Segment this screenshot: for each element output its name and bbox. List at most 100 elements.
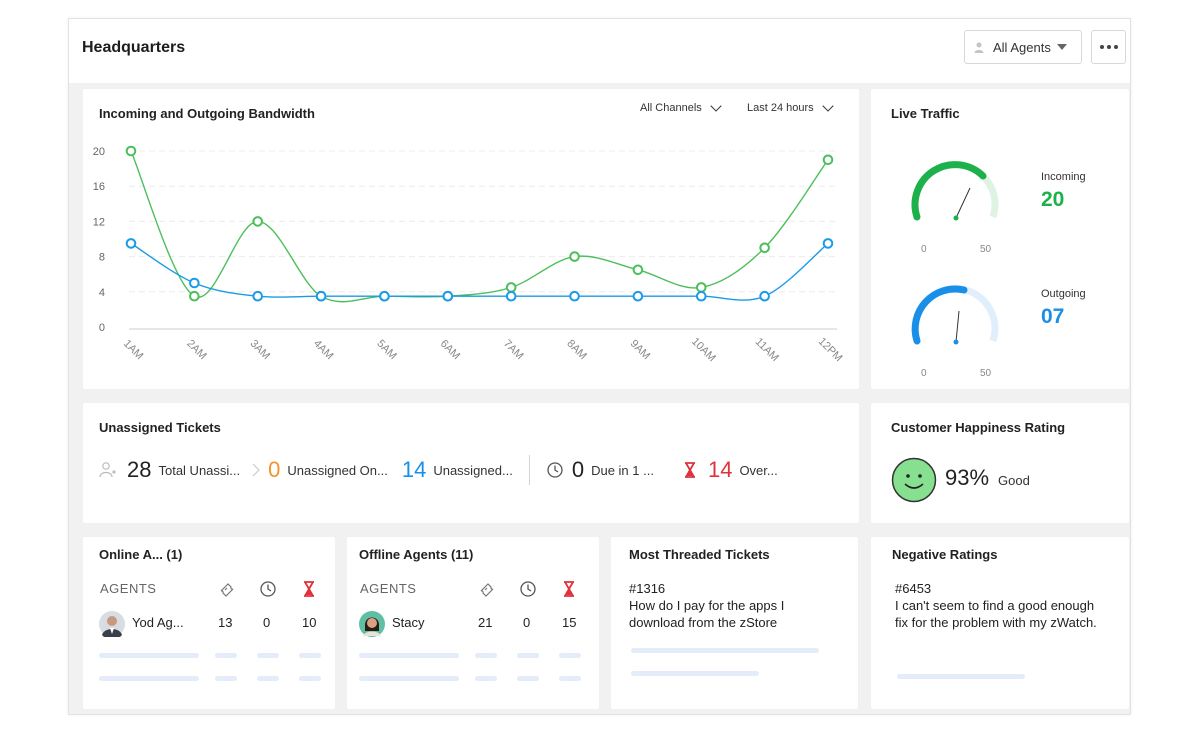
total-unassigned-stat[interactable]: 28 Total Unassi...: [127, 457, 240, 483]
agents-column-header: AGENTS: [99, 580, 321, 598]
data-point: [252, 290, 264, 302]
header-bar: Headquarters All Agents: [69, 19, 1130, 83]
agents-filter-dropdown[interactable]: All Agents: [964, 30, 1082, 64]
agent-time-count: 0: [263, 615, 271, 630]
data-point: [632, 264, 644, 276]
dot-icon: [1113, 45, 1118, 49]
y-tick-label: 8: [99, 252, 105, 264]
x-tick-label: 6AM: [438, 338, 462, 362]
offline-agents-card: Offline Agents (11) AGENTS: [347, 537, 599, 709]
incoming-gauge-fill: [911, 161, 987, 221]
loading-placeholder: [215, 676, 237, 681]
data-point: [189, 290, 200, 302]
x-tick-label: 8AM: [564, 338, 588, 362]
stats-divider: [528, 455, 530, 485]
ticket-id[interactable]: #1316: [629, 581, 666, 596]
most-threaded-card: Most Threaded Tickets #1316 How do I pay…: [611, 537, 858, 709]
y-tick-label: 16: [93, 181, 105, 193]
negative-ratings-card: Negative Ratings #6453 I can't seem to f…: [871, 537, 1129, 709]
bandwidth-card: Incoming and Outgoing Bandwidth All Chan…: [83, 89, 859, 389]
outgoing-value: 07: [1041, 305, 1065, 328]
data-point: [632, 290, 644, 302]
ticket-icon: [220, 583, 234, 597]
loading-placeholder: [897, 674, 1025, 679]
happiness-percent: 93%: [945, 465, 990, 490]
overdue-stat[interactable]: 14 Over...: [708, 457, 778, 483]
person-icon: [974, 42, 984, 53]
loading-placeholder: [215, 653, 237, 658]
most-threaded-title: Most Threaded Tickets: [629, 547, 770, 562]
incoming-max: 50: [980, 244, 992, 255]
channels-filter[interactable]: All Channels: [640, 100, 722, 114]
due-soon-stat[interactable]: 0 Due in 1 ...: [572, 457, 654, 483]
loading-placeholder: [631, 671, 759, 676]
x-tick-label: 7AM: [501, 338, 525, 362]
stat-value: 28: [127, 457, 152, 482]
dot-icon: [1099, 45, 1104, 49]
y-tick-label: 0: [99, 322, 105, 334]
live-traffic-title: Live Traffic: [891, 106, 960, 121]
unassigned-offline-stat[interactable]: 14 Unassigned...: [402, 457, 513, 483]
loading-placeholder: [99, 653, 199, 658]
agent-time-count: 0: [523, 615, 531, 630]
outgoing-max: 50: [980, 368, 992, 379]
incoming-label: Incoming: [1041, 171, 1086, 183]
clock-icon: [260, 581, 276, 597]
agent-ticket-count: 21: [478, 615, 493, 630]
hourglass-icon: [684, 462, 695, 478]
time-filter[interactable]: Last 24 hours: [747, 100, 834, 114]
x-tick-label: 5AM: [374, 338, 398, 362]
outgoing-gauge-fill: [911, 285, 968, 345]
data-point: [759, 290, 770, 302]
unassigned-tickets-card: Unassigned Tickets 28 Total Unassi... 0 …: [83, 403, 859, 523]
data-point: [189, 277, 200, 289]
dot-icon: [1106, 45, 1111, 49]
happiness-title: Customer Happiness Rating: [891, 420, 1066, 435]
stat-value: 0: [268, 457, 281, 482]
stat-label: Total Unassi...: [158, 462, 241, 478]
loading-placeholder: [559, 653, 581, 658]
avatar: [359, 611, 385, 637]
incoming-min: 0: [921, 244, 927, 255]
loading-placeholder: [257, 653, 279, 658]
data-point: [442, 290, 454, 302]
data-point: [759, 242, 770, 254]
agents-filter-label: All Agents: [993, 39, 1051, 55]
agent-row[interactable]: Yod Ag... 13 0 10: [99, 611, 321, 637]
ticket-subject[interactable]: How do I pay for the apps I download fro…: [629, 598, 785, 630]
dashboard-frame: Headquarters All Agents Incoming and Out…: [68, 18, 1131, 715]
x-tick-label: 11AM: [753, 336, 781, 364]
hourglass-icon: [304, 581, 314, 597]
time-filter-label: Last 24 hours: [747, 102, 814, 114]
data-point: [569, 290, 580, 302]
agents-column-header: AGENTS: [359, 580, 581, 598]
clock-icon: [520, 581, 536, 597]
loading-placeholder: [359, 653, 459, 658]
bandwidth-title: Incoming and Outgoing Bandwidth: [99, 106, 315, 121]
outgoing-label: Outgoing: [1041, 288, 1086, 300]
data-point: [569, 251, 580, 262]
stat-label: Over...: [739, 462, 778, 478]
online-agents-card: Online A... (1) AGENTS Yod: [83, 537, 335, 709]
agent-row[interactable]: Stacy 21 0 15: [359, 611, 581, 637]
stat-value: 14: [707, 457, 733, 482]
y-tick-label: 4: [99, 287, 105, 299]
more-options-button[interactable]: [1091, 30, 1126, 64]
channels-filter-label: All Channels: [640, 102, 702, 114]
loading-placeholder: [359, 676, 459, 681]
ticket-id[interactable]: #6453: [895, 581, 932, 596]
data-point: [315, 290, 327, 302]
agent-name: Yod Ag...: [132, 615, 184, 630]
unassigned-online-stat[interactable]: 0 Unassigned On...: [268, 457, 388, 483]
data-point: [822, 154, 834, 166]
ticket-subject[interactable]: I can't seem to find a good enough fix f…: [895, 598, 1097, 630]
online-agents-title: Online A... (1): [99, 547, 183, 562]
add-user-icon: [99, 462, 116, 478]
negative-ratings-title: Negative Ratings: [892, 547, 998, 562]
loading-placeholder: [257, 676, 279, 681]
stat-value: 14: [401, 457, 427, 482]
agent-overdue-count: 10: [302, 615, 317, 630]
agents-header-label: AGENTS: [100, 581, 157, 596]
chevron-right-icon: [252, 463, 260, 477]
x-tick-label: 4AM: [311, 338, 335, 362]
